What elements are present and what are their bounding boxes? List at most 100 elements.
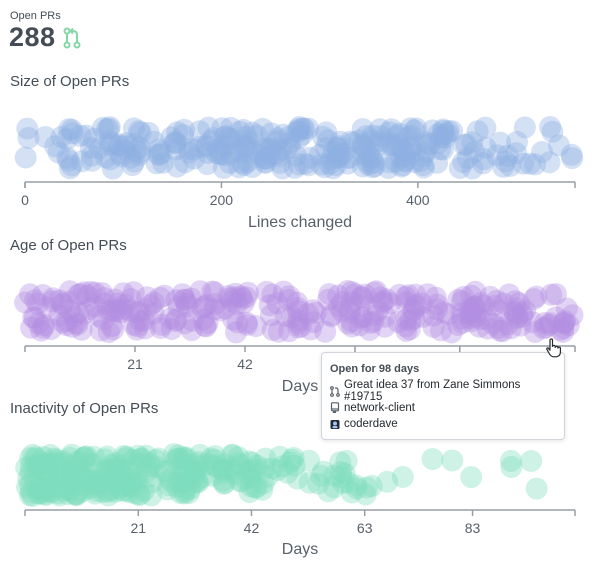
data-point[interactable]: [40, 318, 63, 340]
data-point[interactable]: [147, 143, 170, 166]
data-point[interactable]: [212, 461, 235, 484]
data-point[interactable]: [376, 130, 399, 153]
data-point[interactable]: [249, 144, 272, 167]
data-point[interactable]: [52, 311, 75, 334]
data-point[interactable]: [421, 448, 444, 470]
data-point[interactable]: [108, 300, 131, 323]
data-point[interactable]: [275, 137, 298, 160]
data-point[interactable]: [511, 302, 534, 325]
data-point[interactable]: [468, 315, 491, 338]
data-point[interactable]: [33, 456, 56, 479]
data-point[interactable]: [39, 475, 62, 498]
data-point[interactable]: [108, 133, 131, 156]
data-point[interactable]: [279, 451, 302, 474]
data-point[interactable]: [82, 472, 105, 495]
data-point[interactable]: [119, 288, 142, 310]
data-point[interactable]: [149, 286, 172, 309]
data-point[interactable]: [441, 449, 464, 472]
data-point[interactable]: [80, 144, 103, 167]
data-point[interactable]: [448, 157, 471, 179]
data-point[interactable]: [379, 134, 402, 157]
data-point[interactable]: [73, 468, 96, 491]
data-point[interactable]: [97, 458, 120, 480]
data-point[interactable]: [69, 124, 92, 147]
data-point[interactable]: [133, 451, 156, 474]
data-point[interactable]: [176, 463, 199, 486]
data-point[interactable]: [60, 118, 83, 141]
data-point[interactable]: [47, 463, 70, 486]
data-point[interactable]: [503, 300, 526, 323]
data-point[interactable]: [240, 475, 263, 498]
data-point[interactable]: [123, 150, 146, 173]
data-point[interactable]: [17, 467, 40, 490]
data-point[interactable]: [385, 135, 408, 157]
data-point[interactable]: [184, 464, 206, 487]
data-point[interactable]: [99, 477, 122, 500]
data-point[interactable]: [124, 482, 147, 505]
data-point[interactable]: [104, 452, 127, 475]
data-point[interactable]: [107, 292, 129, 315]
data-point[interactable]: [224, 463, 247, 486]
data-point[interactable]: [333, 462, 356, 485]
data-point[interactable]: [424, 286, 447, 309]
data-point[interactable]: [286, 467, 309, 490]
data-point[interactable]: [33, 483, 56, 506]
data-point[interactable]: [251, 117, 274, 140]
data-point[interactable]: [201, 280, 224, 303]
data-point[interactable]: [104, 458, 127, 480]
data-point[interactable]: [504, 290, 527, 313]
data-point[interactable]: [80, 280, 102, 303]
data-point[interactable]: [64, 483, 87, 506]
data-point[interactable]: [152, 151, 174, 174]
data-point[interactable]: [100, 300, 123, 323]
data-point[interactable]: [410, 292, 433, 315]
data-point[interactable]: [358, 140, 381, 163]
data-point[interactable]: [266, 292, 289, 315]
data-point[interactable]: [272, 280, 295, 303]
data-point[interactable]: [234, 135, 257, 158]
data-point[interactable]: [93, 287, 116, 309]
data-point[interactable]: [74, 446, 97, 469]
data-point[interactable]: [139, 294, 162, 317]
data-point[interactable]: [109, 142, 132, 165]
data-point[interactable]: [99, 134, 122, 157]
data-point[interactable]: [330, 465, 352, 488]
data-point[interactable]: [399, 309, 422, 332]
data-point[interactable]: [90, 468, 113, 491]
data-point[interactable]: [26, 453, 49, 476]
data-point[interactable]: [100, 454, 123, 476]
data-point[interactable]: [126, 467, 149, 490]
data-point[interactable]: [362, 304, 385, 327]
data-point[interactable]: [174, 288, 197, 311]
data-point[interactable]: [504, 302, 526, 325]
data-point[interactable]: [172, 124, 195, 146]
data-point[interactable]: [215, 125, 237, 148]
data-point[interactable]: [20, 316, 43, 339]
data-point[interactable]: [24, 289, 47, 312]
data-point[interactable]: [342, 131, 365, 154]
data-point[interactable]: [436, 122, 459, 145]
data-point[interactable]: [39, 468, 62, 491]
data-point[interactable]: [229, 285, 252, 308]
data-point[interactable]: [287, 309, 310, 332]
data-point[interactable]: [308, 143, 331, 166]
data-point[interactable]: [23, 455, 46, 478]
data-point[interactable]: [225, 321, 247, 344]
data-point[interactable]: [24, 446, 47, 469]
data-point[interactable]: [412, 305, 435, 328]
data-point[interactable]: [224, 282, 247, 305]
data-point[interactable]: [91, 116, 114, 139]
data-point[interactable]: [115, 467, 138, 490]
data-point[interactable]: [464, 280, 487, 303]
data-point[interactable]: [469, 292, 492, 314]
data-point[interactable]: [466, 120, 489, 143]
data-point[interactable]: [235, 286, 258, 309]
data-point[interactable]: [338, 298, 361, 321]
data-point[interactable]: [67, 459, 90, 482]
data-point[interactable]: [281, 306, 304, 329]
data-point[interactable]: [207, 137, 230, 160]
data-point[interactable]: [66, 313, 89, 336]
data-point[interactable]: [337, 146, 360, 169]
data-point[interactable]: [426, 151, 449, 174]
data-point[interactable]: [236, 151, 259, 173]
